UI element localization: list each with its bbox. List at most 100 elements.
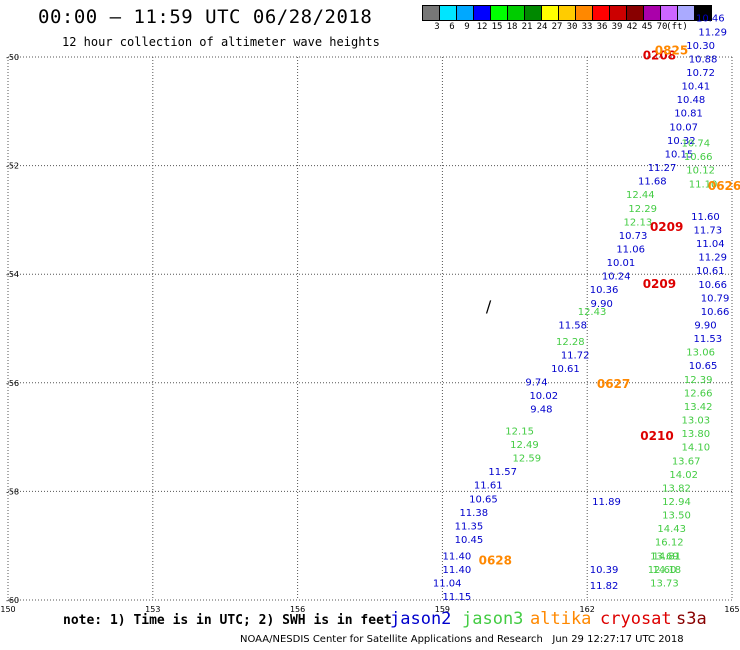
x-tick-label: 165 <box>724 605 739 614</box>
swh-value-label: 10.79 <box>701 293 730 304</box>
color-legend-label: 36 <box>596 22 608 32</box>
y-tick-label: -60 <box>6 596 19 605</box>
y-tick-label: -52 <box>6 162 19 171</box>
swh-value-label: 10.39 <box>590 565 619 576</box>
swh-value-label: 13.73 <box>650 578 679 589</box>
swh-value-label: 10.32 <box>667 136 696 147</box>
swh-value-label: 10.72 <box>686 68 715 79</box>
color-legend-label: 21 <box>521 22 533 32</box>
pass-time-label: 0626 <box>708 179 740 193</box>
swh-value-label: 10.66 <box>701 307 730 318</box>
swh-value-label: 13.69 <box>650 551 679 562</box>
swh-value-label: 10.36 <box>590 285 619 296</box>
swh-value-label: 12.13 <box>624 217 653 228</box>
swh-value-label: 10.24 <box>602 272 631 283</box>
swh-value-label: 10.15 <box>665 149 694 160</box>
legend-s3a: s3a <box>676 609 707 629</box>
swh-value-label: 10.81 <box>674 109 703 120</box>
legend-jason2: jason2 <box>390 609 452 629</box>
swh-value-label: 10.74 <box>681 139 710 150</box>
swh-value-label: 10.66 <box>684 152 713 163</box>
x-tick-label: 162 <box>580 605 595 614</box>
swh-value-label: 12.59 <box>513 454 542 465</box>
swh-value-label: 10.46 <box>696 14 725 25</box>
swh-value-label: 13.67 <box>672 456 701 467</box>
swh-value-label: 11.35 <box>455 521 484 532</box>
swh-value-label: 11.10 <box>689 179 718 190</box>
color-legend-label: 12 <box>476 22 488 32</box>
swh-value-label: 12.44 <box>626 190 655 201</box>
color-legend-label: 33 <box>581 22 593 32</box>
swh-value-label: 10.66 <box>698 280 727 291</box>
swh-value-label: 13.82 <box>662 483 691 494</box>
swh-value-label: 10.65 <box>689 361 718 372</box>
swh-value-label: 12.60 <box>648 565 677 576</box>
swh-value-label: 13.06 <box>686 348 715 359</box>
x-tick-label: 159 <box>435 605 450 614</box>
swh-value-label: 11.06 <box>616 244 645 255</box>
swh-value-label: 13.42 <box>684 402 713 413</box>
x-tick-label: 150 <box>0 605 15 614</box>
pass-time-label: 0210 <box>640 429 673 443</box>
swh-value-label: 10.01 <box>607 258 636 269</box>
color-legend-label: (ft) <box>666 22 688 32</box>
y-tick-label: -50 <box>6 53 19 62</box>
swh-value-label: 9.48 <box>530 405 552 416</box>
swh-value-label: 13.80 <box>681 429 710 440</box>
swh-value-label: 11.27 <box>648 163 677 174</box>
pass-time-label: 0208 <box>643 49 676 63</box>
swh-value-label: 11.53 <box>694 334 723 345</box>
swh-value-label: 11.40 <box>443 551 472 562</box>
color-legend-label: 39 <box>611 22 623 32</box>
legend-altika: altika <box>530 609 592 629</box>
swh-value-label: 11.04 <box>433 578 462 589</box>
color-legend-label: 15 <box>491 22 503 32</box>
x-tick-label: 153 <box>145 605 160 614</box>
swh-value-label: 13.03 <box>681 416 710 427</box>
pass-time-label: 0209 <box>650 220 683 234</box>
swh-value-label: 12.43 <box>578 307 607 318</box>
color-legend-label: 9 <box>464 22 470 32</box>
swh-value-label: 14.02 <box>669 470 698 481</box>
swh-value-label: 12.28 <box>556 337 585 348</box>
swh-value-label: 11.15 <box>443 592 472 603</box>
color-legend-label: 70 <box>656 22 668 32</box>
swh-value-label: 14.81 <box>653 551 682 562</box>
color-legend-label: 6 <box>449 22 455 32</box>
swh-value-label: 11.29 <box>698 253 727 264</box>
color-legend-label: 42 <box>626 22 638 32</box>
color-swatch <box>694 5 712 21</box>
color-legend-label: 3 <box>434 22 440 32</box>
swh-value-label: 11.58 <box>558 321 587 332</box>
color-legend <box>422 5 712 21</box>
legend-cryosat: cryosat <box>600 609 672 629</box>
land-feature: ∕ <box>486 297 492 316</box>
swh-value-label: 9.90 <box>694 321 716 332</box>
credit-line: NOAA/NESDIS Center for Satellite Applica… <box>240 634 684 645</box>
y-tick-label: -58 <box>6 487 19 496</box>
color-legend-label: 45 <box>641 22 653 32</box>
footer-note: note: 1) Time is in UTC; 2) SWH is in fe… <box>63 613 392 628</box>
swh-value-label: 11.68 <box>638 177 667 188</box>
swh-value-label: 11.40 <box>443 565 472 576</box>
swh-value-label: 9.74 <box>525 378 547 389</box>
swh-value-label: 12.15 <box>505 426 534 437</box>
color-legend-label: 27 <box>551 22 563 32</box>
swh-value-label: 11.72 <box>561 350 590 361</box>
swh-value-label: 10.88 <box>689 54 718 65</box>
swh-value-label: 10.07 <box>669 122 698 133</box>
swh-value-label: 10.73 <box>619 231 648 242</box>
pass-time-label: 0825 <box>655 43 688 57</box>
y-tick-label: -54 <box>6 270 19 279</box>
swh-value-label: 14.10 <box>681 443 710 454</box>
swh-value-label: 10.41 <box>681 82 710 93</box>
swh-value-label: 11.04 <box>696 239 725 250</box>
color-legend-label: 18 <box>506 22 518 32</box>
swh-value-label: 11.73 <box>694 225 723 236</box>
swh-value-label: 11.57 <box>488 467 517 478</box>
swh-value-label: 10.30 <box>686 41 715 52</box>
swh-value-label: 10.61 <box>551 364 580 375</box>
swh-value-label: 12.49 <box>510 440 539 451</box>
swh-value-label: 12.94 <box>662 497 691 508</box>
color-legend-label: 24 <box>536 22 548 32</box>
